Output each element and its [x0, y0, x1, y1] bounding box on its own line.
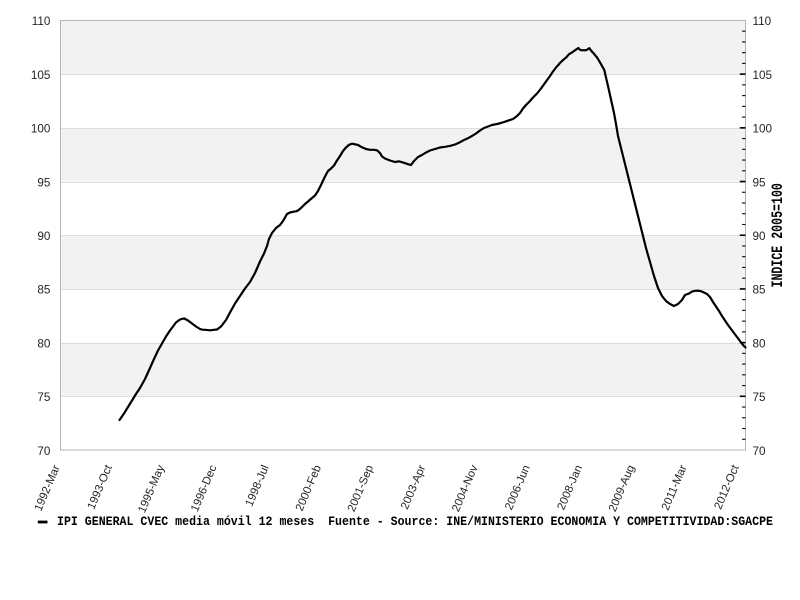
svg-text:105: 105 — [31, 69, 51, 82]
svg-text:IPI GENERAL CVEC media móvil 1: IPI GENERAL CVEC media móvil 12 meses Fu… — [57, 515, 773, 530]
svg-text:100: 100 — [31, 123, 51, 136]
svg-text:80: 80 — [753, 337, 767, 350]
svg-text:90: 90 — [37, 230, 51, 243]
svg-text:INDICE 2005=100: INDICE 2005=100 — [771, 183, 788, 287]
svg-text:70: 70 — [37, 445, 51, 458]
svg-text:90: 90 — [753, 230, 767, 243]
svg-text:105: 105 — [753, 69, 773, 82]
svg-text:75: 75 — [753, 391, 767, 404]
svg-text:95: 95 — [753, 176, 767, 189]
svg-text:85: 85 — [37, 284, 51, 297]
svg-text:80: 80 — [37, 337, 51, 350]
svg-text:70: 70 — [753, 445, 767, 458]
svg-text:110: 110 — [753, 15, 772, 28]
svg-text:100: 100 — [753, 123, 773, 136]
svg-text:75: 75 — [37, 391, 51, 404]
svg-text:85: 85 — [753, 284, 767, 297]
svg-text:110: 110 — [32, 15, 51, 28]
svg-text:95: 95 — [37, 176, 51, 189]
